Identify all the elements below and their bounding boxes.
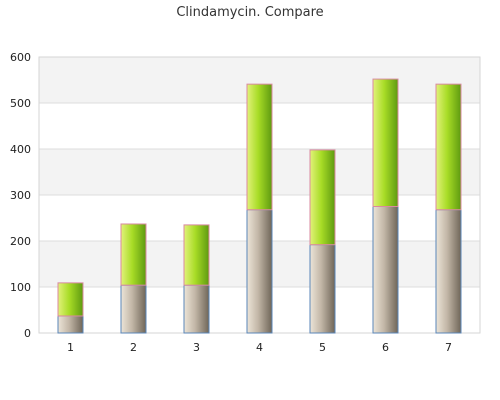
bar-segment-series-1 [309, 244, 336, 334]
y-tick-label: 400 [10, 143, 31, 156]
x-tick-label: 7 [445, 341, 452, 354]
bar-segment-series-2 [183, 224, 210, 286]
x-tick-label: 2 [130, 341, 137, 354]
bar-segment-series-2 [372, 78, 399, 207]
y-tick-label: 300 [10, 189, 31, 202]
bar-segment-series-2 [246, 83, 273, 211]
bar-segment-series-2 [57, 282, 84, 317]
y-axis-ticks: 0 100 200 300 400 500 600 [10, 51, 31, 340]
bars [57, 78, 462, 334]
x-tick-label: 6 [382, 341, 389, 354]
bar-segment-series-1 [57, 315, 84, 334]
chart-title: Clindamycin. Compare [176, 5, 323, 20]
bar-segment-series-2 [309, 149, 336, 246]
y-tick-label: 0 [24, 327, 31, 340]
bar-segment-series-1 [372, 206, 399, 334]
x-axis-ticks: 1 2 3 4 5 6 7 [67, 341, 452, 354]
bar-segment-series-1 [120, 284, 147, 334]
y-tick-label: 500 [10, 97, 31, 110]
x-tick-label: 1 [67, 341, 74, 354]
y-tick-label: 600 [10, 51, 31, 64]
x-tick-label: 3 [193, 341, 200, 354]
y-tick-label: 200 [10, 235, 31, 248]
bar-segment-series-1 [183, 284, 210, 334]
x-tick-label: 5 [319, 341, 326, 354]
bar-segment-series-2 [120, 223, 147, 286]
bar-segment-series-2 [435, 83, 462, 211]
bar-segment-series-1 [435, 209, 462, 334]
x-tick-label: 4 [256, 341, 263, 354]
y-tick-label: 100 [10, 281, 31, 294]
bar-segment-series-1 [246, 209, 273, 334]
